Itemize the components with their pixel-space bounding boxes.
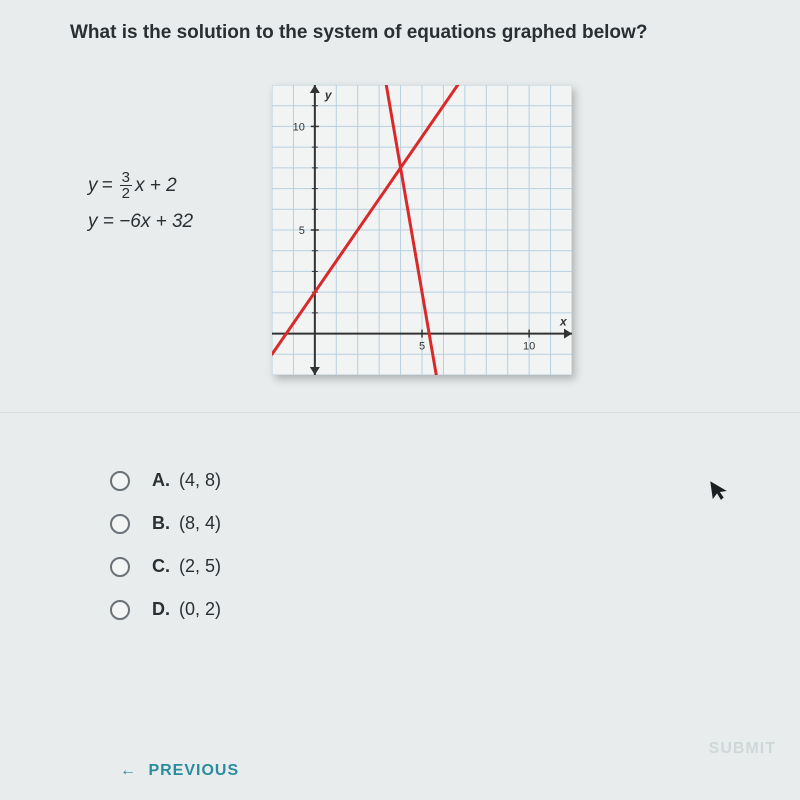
svg-text:y: y (324, 88, 333, 102)
option-value: (0, 2) (179, 599, 221, 619)
option-label: A. (4, 8) (152, 470, 221, 491)
svg-text:5: 5 (419, 341, 425, 353)
graph-svg: y x 5 10 5 10 (272, 85, 572, 375)
radio-icon[interactable] (110, 557, 130, 577)
eq1-lhs: y (88, 175, 98, 197)
graph-panel: y x 5 10 5 10 (272, 85, 572, 375)
eq1-frac-den: 2 (120, 186, 132, 201)
option-label: D. (0, 2) (152, 599, 221, 620)
option-a[interactable]: A. (4, 8) (110, 470, 221, 491)
svg-text:5: 5 (299, 225, 305, 237)
previous-button[interactable]: ← PREVIOUS (120, 762, 239, 780)
cursor-icon (708, 477, 732, 509)
option-value: (8, 4) (179, 513, 221, 533)
radio-icon[interactable] (110, 514, 130, 534)
option-letter: B. (152, 513, 170, 533)
eq1-frac-num: 3 (120, 170, 132, 186)
option-c[interactable]: C. (2, 5) (110, 556, 221, 577)
radio-icon[interactable] (110, 471, 130, 491)
option-letter: C. (152, 556, 170, 576)
section-divider (0, 412, 800, 413)
eq1-fraction: 3 2 (120, 170, 132, 201)
option-d[interactable]: D. (0, 2) (110, 599, 221, 620)
equation-2: y = −6x + 32 (88, 211, 193, 233)
option-value: (4, 8) (179, 470, 221, 490)
equation-1: y = 3 2 x + 2 (88, 170, 193, 201)
eq1-equals: = (102, 175, 113, 197)
arrow-left-icon: ← (120, 762, 137, 779)
option-value: (2, 5) (179, 556, 221, 576)
previous-label: PREVIOUS (148, 762, 239, 779)
eq1-rest: x + 2 (135, 175, 177, 197)
svg-text:x: x (559, 315, 568, 329)
svg-text:10: 10 (523, 341, 535, 353)
eq2-full: y = −6x + 32 (88, 211, 193, 233)
equations-block: y = 3 2 x + 2 y = −6x + 32 (88, 170, 193, 243)
answer-options: A. (4, 8) B. (8, 4) C. (2, 5) D. (0, 2) (110, 470, 221, 642)
svg-text:10: 10 (293, 121, 305, 133)
option-b[interactable]: B. (8, 4) (110, 513, 221, 534)
question-text: What is the solution to the system of eq… (70, 22, 647, 44)
radio-icon[interactable] (110, 600, 130, 620)
submit-button[interactable]: SUBMIT (709, 740, 776, 758)
option-label: C. (2, 5) (152, 556, 221, 577)
option-label: B. (8, 4) (152, 513, 221, 534)
option-letter: D. (152, 599, 170, 619)
option-letter: A. (152, 470, 170, 490)
